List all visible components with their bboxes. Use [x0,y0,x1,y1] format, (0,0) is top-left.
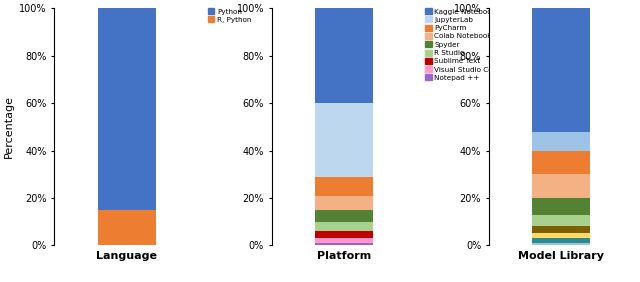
Bar [532,174,590,198]
Legend: Kaggle Notebook, JupyterLab, PyCharm, Colab Notebook, Spyder, R Studio, Sublime : Kaggle Notebook, JupyterLab, PyCharm, Co… [424,7,503,81]
Bar [98,210,156,245]
Bar [98,8,156,210]
Y-axis label: Percentage: Percentage [4,95,13,158]
Bar [532,238,590,243]
Bar [315,243,373,245]
Bar [315,210,373,222]
X-axis label: Platform: Platform [317,251,371,261]
Bar [315,8,373,103]
Bar [532,198,590,215]
X-axis label: Model Library: Model Library [518,251,604,261]
Legend: Python, R, Python: Python, R, Python [207,7,252,24]
Bar [532,8,590,132]
Bar [315,196,373,210]
Bar [315,222,373,231]
Bar [315,231,373,238]
Bar [532,215,590,226]
Bar [532,226,590,233]
Bar [532,233,590,238]
Bar [532,151,590,174]
Bar [532,243,590,245]
Bar [315,103,373,177]
Bar [315,177,373,196]
Bar [532,132,590,151]
X-axis label: Language: Language [96,251,157,261]
Bar [315,238,373,243]
